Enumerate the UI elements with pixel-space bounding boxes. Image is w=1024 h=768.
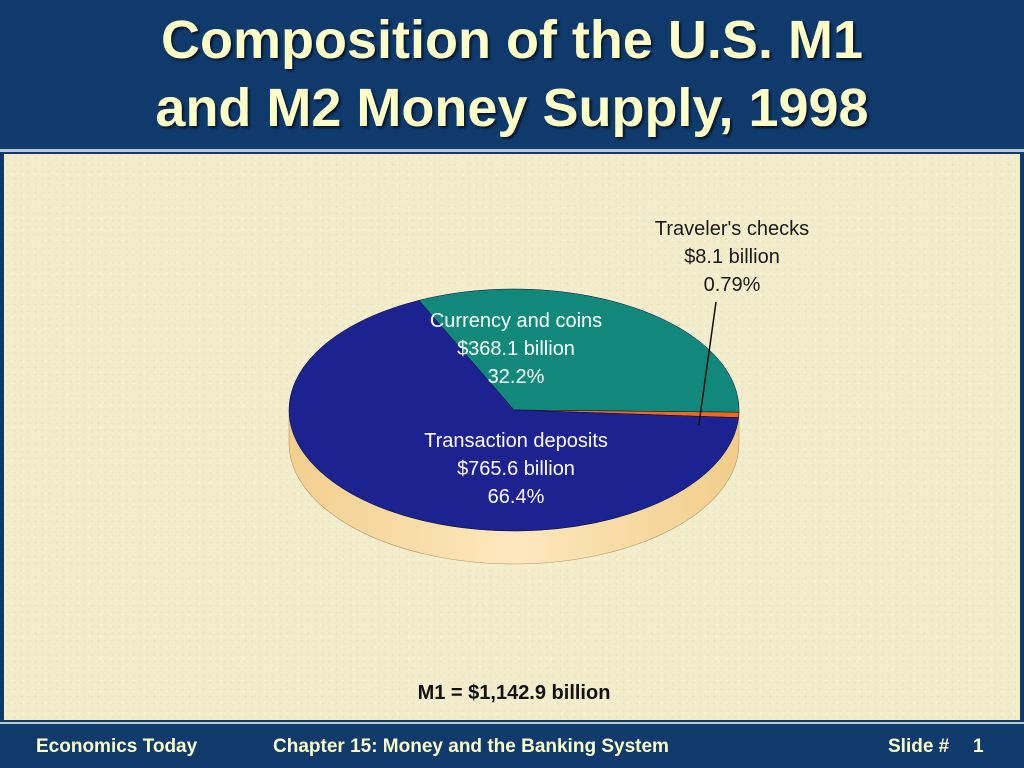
pie-chart: Currency and coins $368.1 billion 32.2% …	[288, 218, 809, 704]
travelers-percent: 0.79%	[704, 274, 761, 296]
footer-slide-number: 1	[973, 736, 984, 757]
slice-transaction-deposits	[288, 300, 739, 532]
label-currency-and-coins: Currency and coins $368.1 billion 32.2%	[430, 310, 602, 388]
deposits-percent: 66.4%	[488, 486, 545, 508]
title-line-1: Composition of the U.S. M1	[161, 10, 863, 70]
slide-footer: Economics Today Chapter 15: Money and th…	[0, 722, 1024, 768]
title-line-2: and M2 Money Supply, 1998	[155, 78, 869, 138]
footer-slide-label: Slide #	[888, 736, 950, 757]
footer-book-title: Economics Today	[36, 736, 198, 757]
deposits-value: $765.6 billion	[457, 458, 575, 480]
label-transaction-deposits: Transaction deposits $765.6 billion 66.4…	[424, 430, 608, 508]
travelers-label: Traveler's checks	[655, 218, 809, 240]
deposits-label: Transaction deposits	[424, 430, 608, 452]
pie-slices	[288, 288, 740, 532]
travelers-value: $8.1 billion	[684, 246, 780, 268]
currency-percent: 32.2%	[488, 366, 545, 388]
m1-total-label: M1 = $1,142.9 billion	[418, 682, 611, 704]
slice-currency-and-coins	[418, 288, 740, 413]
chart-area: Currency and coins $368.1 billion 32.2% …	[4, 154, 1020, 720]
currency-label: Currency and coins	[430, 310, 602, 332]
slide-title: Composition of the U.S. M1 and M2 Money …	[0, 6, 1024, 142]
currency-value: $368.1 billion	[457, 338, 575, 360]
footer-chapter: Chapter 15: Money and the Banking System	[273, 736, 669, 757]
label-travelers-checks: Traveler's checks $8.1 billion 0.79%	[655, 218, 809, 296]
slide-header: Composition of the U.S. M1 and M2 Money …	[0, 0, 1024, 152]
travelers-checks-leader-line	[698, 301, 717, 426]
